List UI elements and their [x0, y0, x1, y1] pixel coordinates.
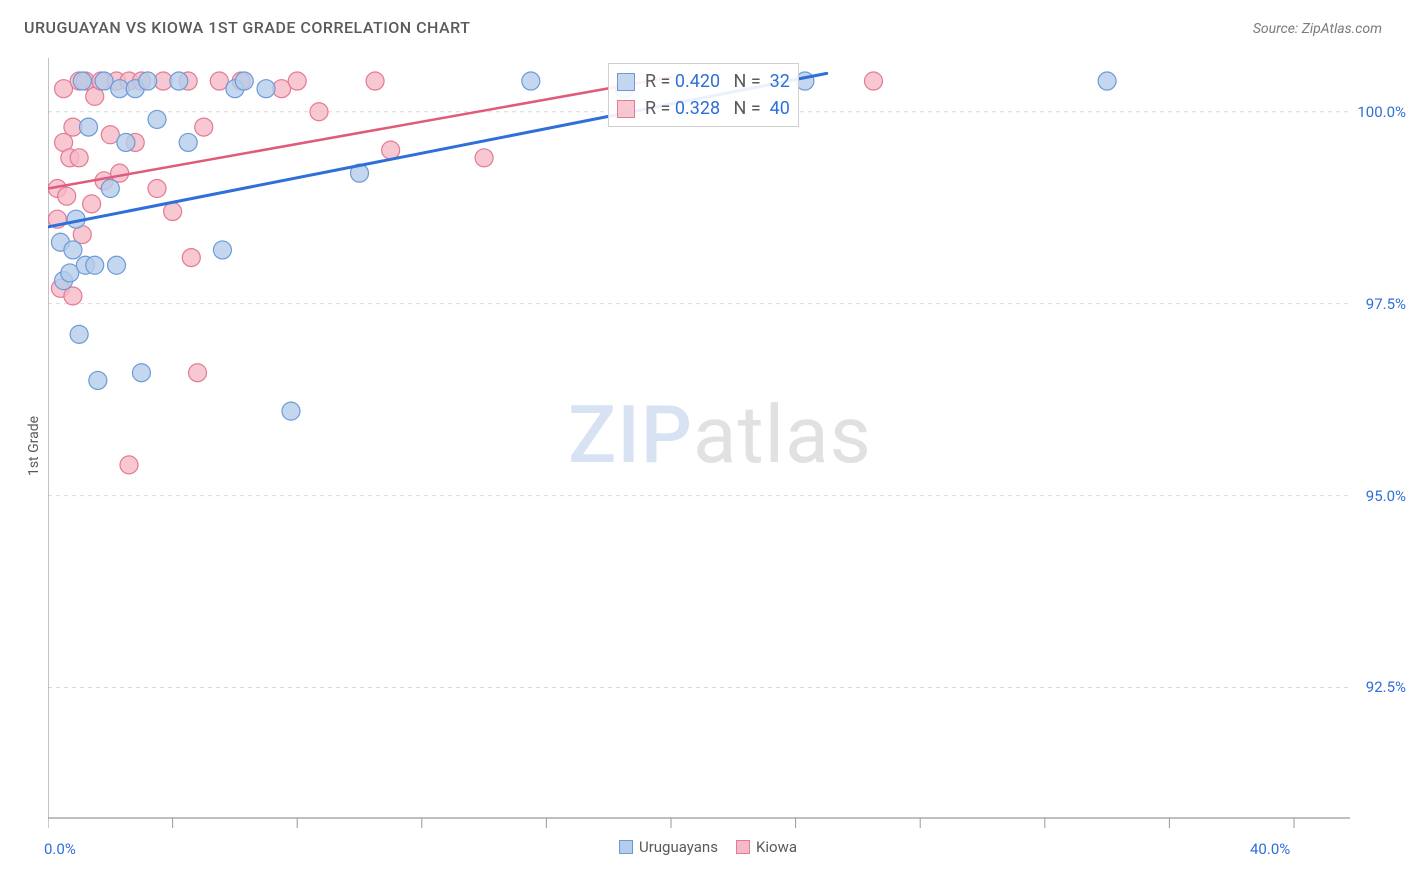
legend-swatch-icon — [619, 840, 633, 854]
stats-box: R = 0.420 N = 32R = 0.328 N = 40 — [608, 63, 799, 127]
x-tick-label: 40.0% — [1250, 840, 1290, 858]
y-axis-label: 1st Grade — [26, 416, 42, 476]
legend-bottom: Uruguayans Kiowa — [48, 838, 1350, 856]
scatter-plot — [48, 58, 1350, 828]
stats-row: R = 0.328 N = 40 — [617, 95, 790, 122]
source-label: Source: ZipAtlas.com — [1253, 21, 1382, 37]
stats-row: R = 0.420 N = 32 — [617, 68, 790, 95]
y-tick-label: 100.0% — [1357, 103, 1406, 121]
legend-swatch-icon — [617, 73, 635, 91]
legend-swatch-icon — [617, 100, 635, 118]
y-tick-label: 97.5% — [1366, 295, 1406, 313]
legend-swatch-icon — [736, 840, 750, 854]
y-tick-label: 95.0% — [1366, 487, 1406, 505]
x-tick-label: 0.0% — [44, 840, 76, 858]
chart-title: URUGUAYAN VS KIOWA 1ST GRADE CORRELATION… — [24, 18, 470, 37]
y-tick-label: 92.5% — [1366, 678, 1406, 696]
legend-label: Kiowa — [756, 838, 797, 856]
chart-area: ZIPatlas R = 0.420 N = 32R = 0.328 N = 4… — [48, 58, 1350, 828]
legend-label: Uruguayans — [639, 838, 718, 856]
chart-header: URUGUAYAN VS KIOWA 1ST GRADE CORRELATION… — [0, 0, 1406, 45]
